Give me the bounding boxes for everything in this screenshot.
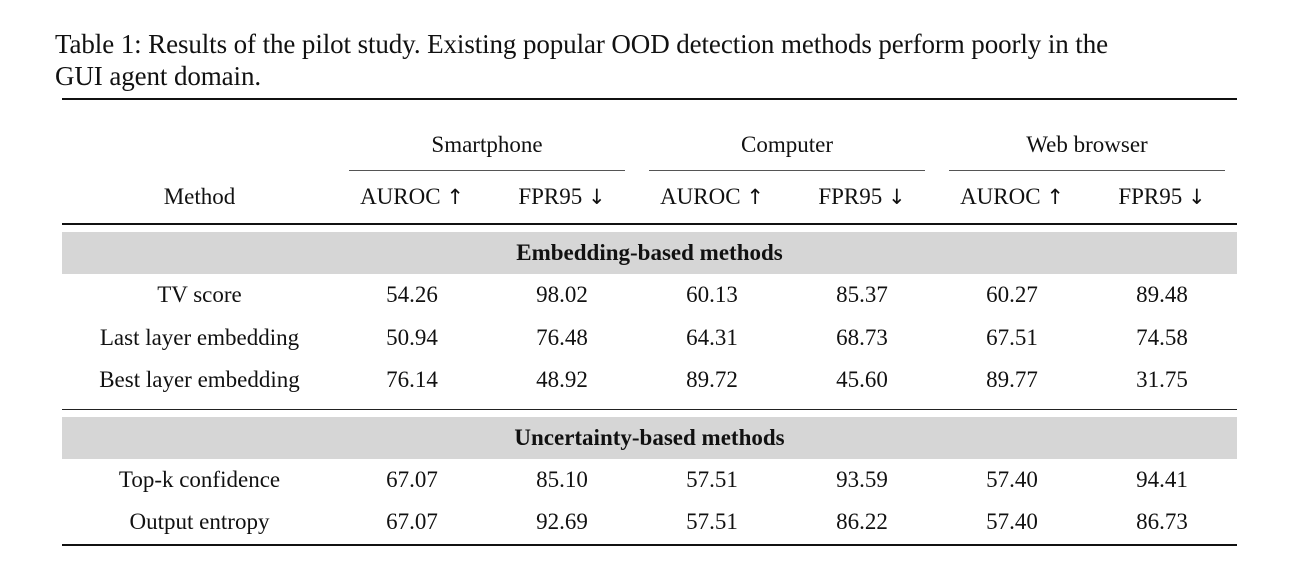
method-cell: Output entropy: [129, 509, 270, 535]
table-row: TV score 54.26 98.02 60.13 85.37 60.27 8…: [62, 274, 1237, 317]
value-cell: 54.26: [386, 282, 438, 308]
method-cell: TV score: [157, 282, 242, 308]
group-header-web-browser: Web browser: [1026, 132, 1148, 157]
value-cell: 92.69: [536, 509, 588, 535]
section-title: Uncertainty-based methods: [62, 416, 1237, 459]
value-cell: 50.94: [386, 324, 438, 350]
value-cell: 93.59: [836, 466, 888, 492]
group-header-row: Smartphone Computer Web browser: [62, 100, 1237, 170]
table-row: Top-k confidence 67.07 85.10 57.51 93.59…: [62, 459, 1237, 502]
arrow-down-icon: ↓: [888, 185, 906, 209]
metric-header-row: Method AUROC ↑ FPR95 ↓ AUROC ↑ FPR95 ↓ A…: [62, 171, 1237, 224]
cmidrule-smartphone: [349, 170, 625, 171]
metric-header: FPR95 ↓: [1118, 184, 1206, 209]
bottom-rule: [62, 543, 1237, 547]
metric-header: AUROC ↑: [960, 184, 1064, 209]
value-cell: 60.13: [686, 282, 738, 308]
section-header-row: Embedding-based methods: [62, 232, 1237, 274]
arrow-up-icon: ↑: [446, 185, 464, 209]
value-cell: 76.14: [386, 367, 438, 393]
table-row: Last layer embedding 50.94 76.48 64.31 6…: [62, 317, 1237, 360]
value-cell: 74.58: [1136, 324, 1188, 350]
value-cell: 57.40: [986, 509, 1038, 535]
value-cell: 85.37: [836, 282, 888, 308]
cmidrule-computer: [649, 170, 925, 171]
arrow-down-icon: ↓: [588, 185, 606, 209]
caption-line-2: GUI agent domain.: [55, 61, 261, 91]
metric-header: AUROC ↑: [660, 184, 764, 209]
metric-header: FPR95 ↓: [818, 184, 906, 209]
results-table-container: Smartphone Computer Web browser Method A…: [62, 98, 1237, 547]
table-caption: Table 1: Results of the pilot study. Exi…: [55, 28, 1255, 92]
value-cell: 98.02: [536, 282, 588, 308]
metric-header: AUROC ↑: [360, 184, 464, 209]
value-cell: 86.22: [836, 509, 888, 535]
value-cell: 76.48: [536, 324, 588, 350]
section-rule: [62, 408, 1237, 410]
value-cell: 60.27: [986, 282, 1038, 308]
group-header-smartphone: Smartphone: [431, 132, 543, 157]
value-cell: 85.10: [536, 466, 588, 492]
value-cell: 57.51: [686, 466, 738, 492]
method-cell: Top-k confidence: [118, 466, 281, 492]
cmidrule-web-browser: [949, 170, 1225, 171]
group-cmidrule-row: [62, 170, 1237, 171]
caption-line-1: Table 1: Results of the pilot study. Exi…: [55, 29, 1108, 59]
metric-header: FPR95 ↓: [518, 184, 606, 209]
value-cell: 89.72: [686, 367, 738, 393]
table-row: Output entropy 67.07 92.69 57.51 86.22 5…: [62, 501, 1237, 545]
value-cell: 67.51: [986, 324, 1038, 350]
value-cell: 94.41: [1136, 466, 1188, 492]
section-title: Embedding-based methods: [62, 232, 1237, 274]
value-cell: 68.73: [836, 324, 888, 350]
value-cell: 57.40: [986, 466, 1038, 492]
value-cell: 89.77: [986, 367, 1038, 393]
value-cell: 64.31: [686, 324, 738, 350]
arrow-down-icon: ↓: [1188, 185, 1206, 209]
table-row: Best layer embedding 76.14 48.92 89.72 4…: [62, 359, 1237, 402]
value-cell: 67.07: [386, 466, 438, 492]
value-cell: 48.92: [536, 367, 588, 393]
results-table: Smartphone Computer Web browser Method A…: [62, 98, 1237, 547]
value-cell: 89.48: [1136, 282, 1188, 308]
value-cell: 67.07: [386, 509, 438, 535]
section-header-row: Uncertainty-based methods: [62, 416, 1237, 459]
arrow-up-icon: ↑: [746, 185, 764, 209]
value-cell: 57.51: [686, 509, 738, 535]
group-header-computer: Computer: [741, 132, 833, 157]
value-cell: 45.60: [836, 367, 888, 393]
method-header: Method: [163, 184, 236, 209]
method-cell: Best layer embedding: [99, 367, 300, 393]
method-cell: Last layer embedding: [99, 324, 300, 350]
arrow-up-icon: ↑: [1046, 185, 1064, 209]
value-cell: 31.75: [1136, 367, 1188, 393]
value-cell: 86.73: [1136, 509, 1188, 535]
